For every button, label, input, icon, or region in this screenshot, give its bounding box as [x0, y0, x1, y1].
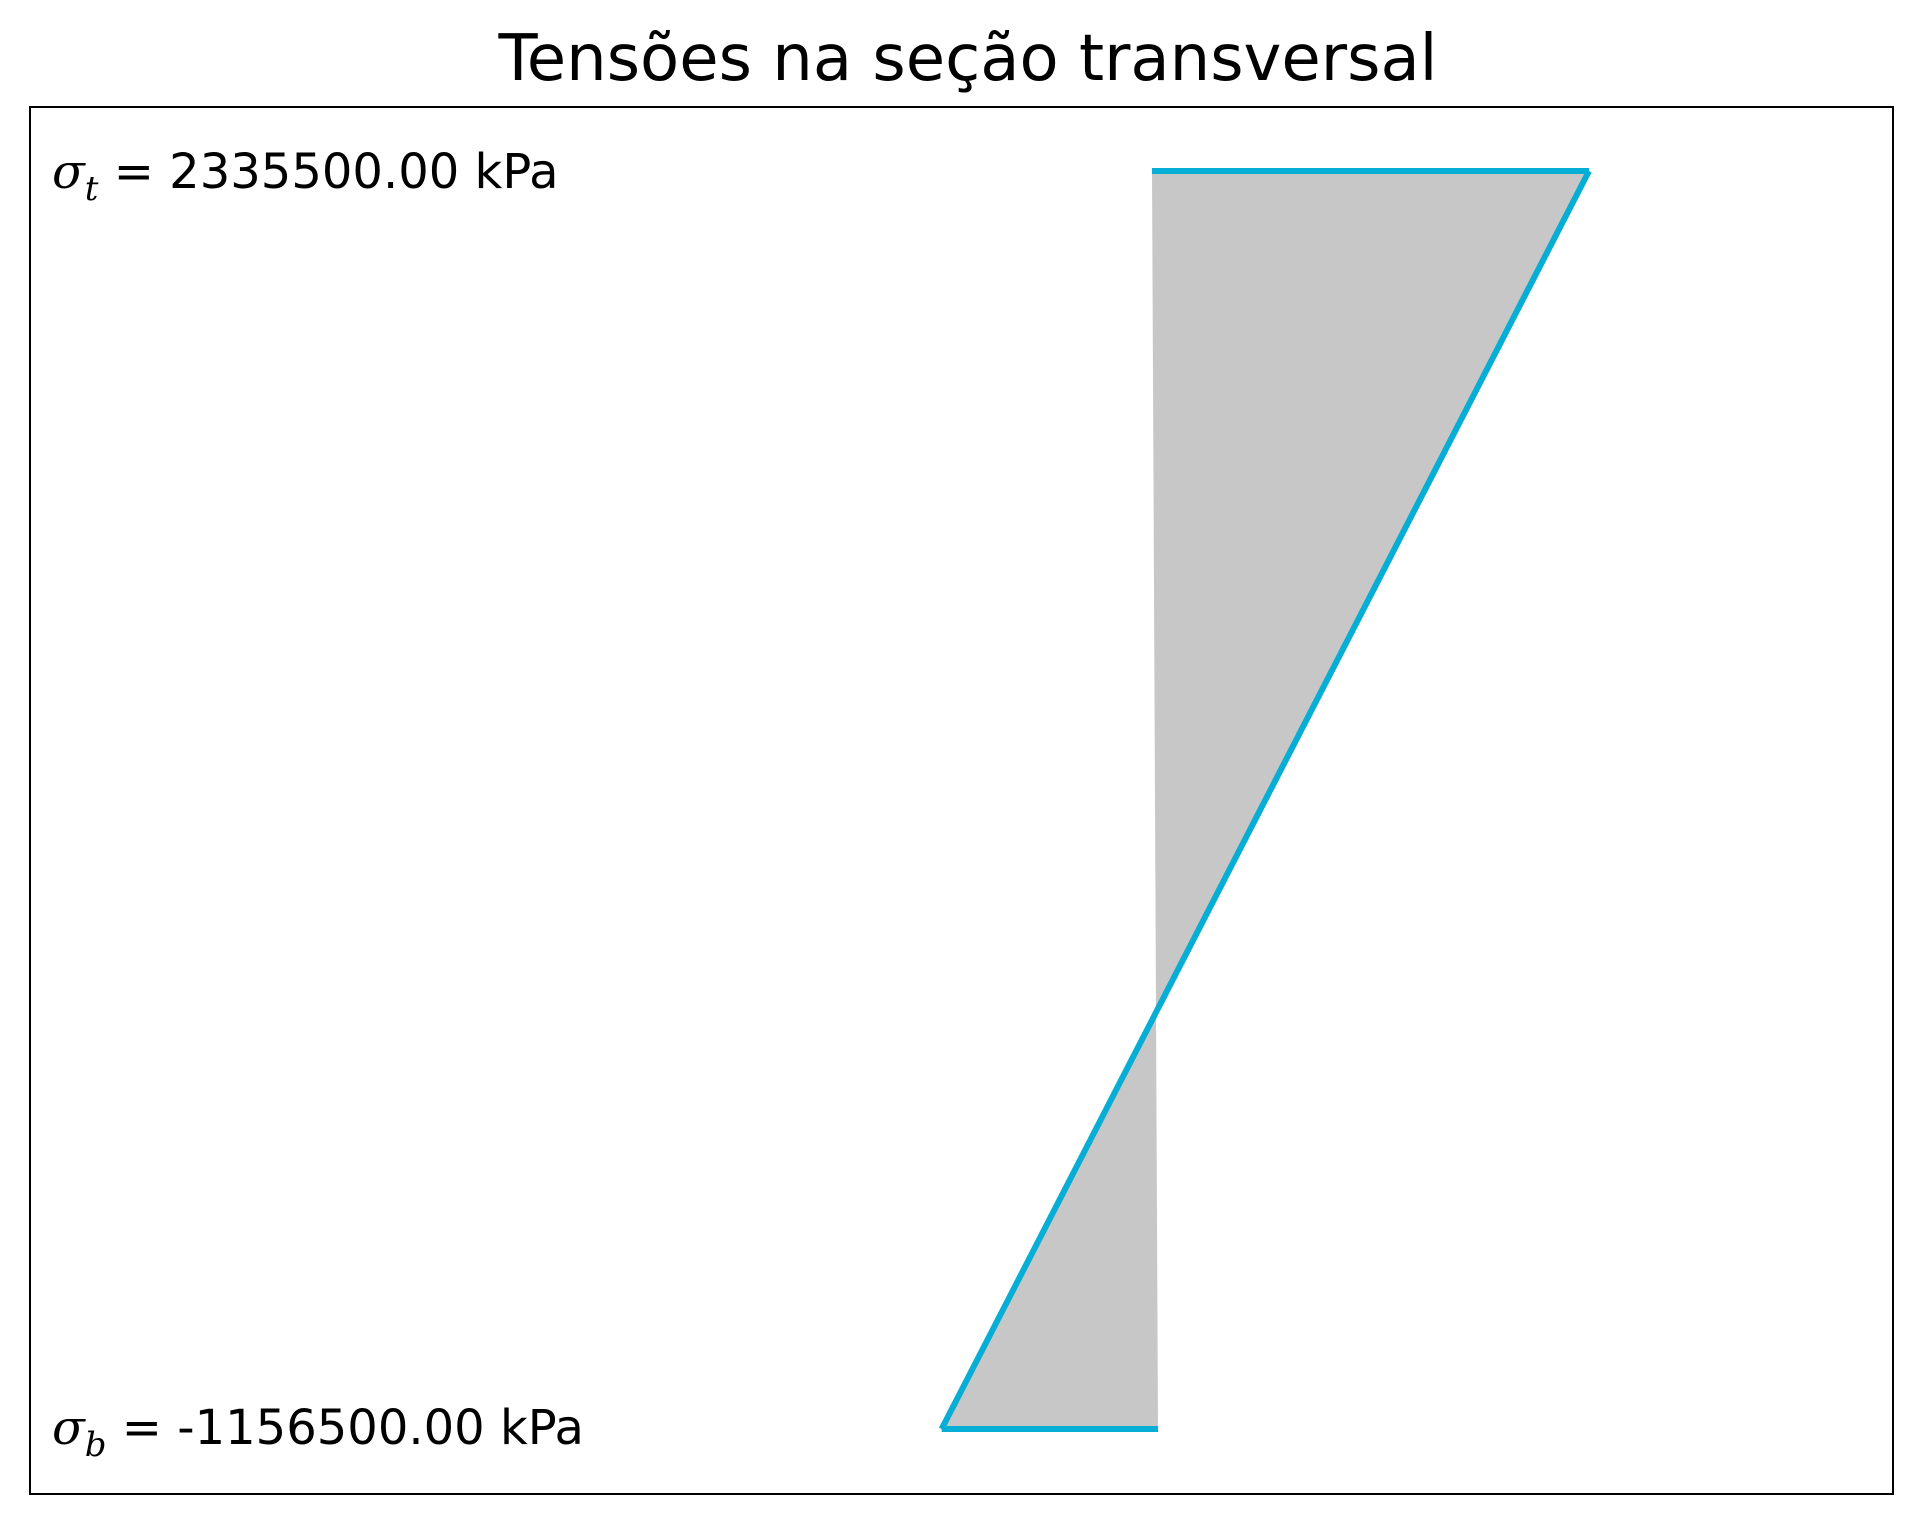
- stress-marks: [938, 168, 1592, 1432]
- stress-distribution-line: [938, 169, 1592, 1431]
- bottom-stress-equals: =: [107, 1400, 178, 1456]
- plot-frame: [29, 106, 1894, 1495]
- bottom-stress-subscript: b: [85, 1425, 107, 1465]
- top-stress-equals: =: [98, 144, 169, 200]
- bottom-stress-value: -1156500.00 kPa: [177, 1400, 584, 1456]
- bottom-stress-annotation: σb = -1156500.00 kPa: [52, 1400, 584, 1465]
- top-stress-symbol: σ: [52, 144, 86, 200]
- top-stress-value: 2335500.00 kPa: [169, 144, 558, 200]
- bottom-stress-symbol: σ: [52, 1400, 86, 1456]
- top-stress-subscript: t: [85, 169, 99, 209]
- chart-title: Tensões na seção transversal: [498, 22, 1438, 96]
- top-stress-annotation: σt = 2335500.00 kPa: [52, 144, 559, 209]
